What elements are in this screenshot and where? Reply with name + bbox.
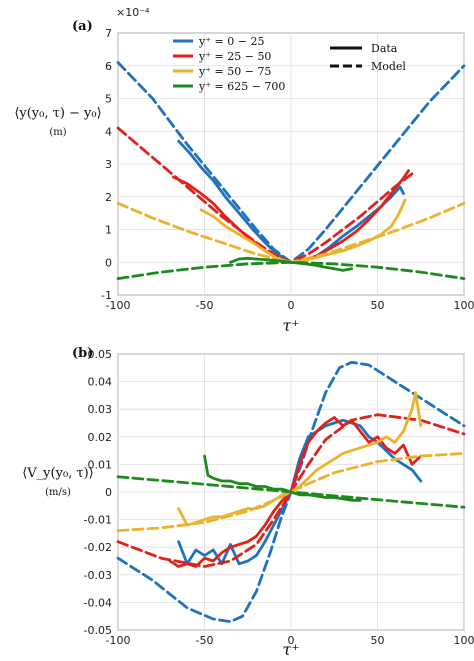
panel-a-yunit: (m) [49, 127, 66, 138]
series-red-data-b [168, 416, 423, 568]
series-green-data-b [203, 454, 362, 502]
x-tick-label-b: 100 [454, 634, 474, 647]
y-tick-label-a: 0 [105, 256, 112, 269]
panel-a: (a) ×10⁻⁴ -100 -50 0 50 100 -1 0 1 2 3 4 5 6 7 ⟨y(y₀,… [14, 6, 474, 335]
panel-b: (b) -100 -50 0 50 100 -0.05 -0.04 -0.03 -0.02 -0.… [22, 346, 474, 659]
y-tick-label-b: -0.05 [84, 624, 112, 637]
panel-b-ylabel: ⟨V_y(y₀, τ)⟩ [22, 466, 94, 481]
y-tick-label-b: -0.02 [84, 541, 112, 554]
panel-a-xlabel: τ⁺ [282, 316, 299, 335]
panel-b-ticks: -100 -50 0 50 100 -0.05 -0.04 -0.03 -0.02 -0.01 0 0… [84, 348, 474, 647]
y-tick-label-b: 0 [105, 486, 112, 499]
y-tick-label-a: 6 [105, 60, 112, 73]
legend-label-yellow: y⁺ = 50 − 75 [198, 65, 271, 78]
panel-a-series [116, 61, 466, 281]
legend: y⁺ = 0 − 25 y⁺ = 25 − 50 y⁺ = 50 − 75 y⁺… [173, 35, 406, 93]
legend-label-model: Model [371, 60, 406, 73]
panel-b-yunit: (m/s) [45, 487, 71, 498]
y-tick-label-b: -0.03 [84, 569, 112, 582]
panel-a-ylabel: ⟨y(y₀, τ) − y₀⟩ [14, 106, 101, 121]
x-tick-label-a: 50 [371, 299, 385, 312]
x-tick-label-a: -50 [196, 299, 214, 312]
legend-label-red: y⁺ = 25 − 50 [198, 50, 271, 63]
y-tick-label-a: 4 [105, 125, 112, 138]
panel-a-exponent: ×10⁻⁴ [116, 6, 150, 19]
y-tick-label-b: 0.03 [88, 403, 113, 416]
y-tick-label-b: 0.05 [88, 348, 113, 361]
y-tick-label-b: 0.02 [88, 431, 113, 444]
y-tick-label-a: 5 [105, 93, 112, 106]
legend-label-blue: y⁺ = 0 − 25 [198, 35, 264, 48]
y-tick-label-a: 7 [105, 27, 112, 40]
legend-label-data: Data [371, 42, 398, 55]
panel-a-ticks: -100 -50 0 50 100 -1 0 1 2 3 4 5 6 7 [101, 27, 474, 312]
series-green-model-b [116, 475, 466, 509]
panel-b-xlabel: τ⁺ [282, 640, 299, 659]
series-yellow-data-b [177, 391, 423, 527]
x-tick-label-b: -50 [196, 634, 214, 647]
y-tick-label-a: -1 [101, 289, 112, 302]
panel-b-series [116, 360, 466, 624]
series-green-model-a [116, 260, 466, 281]
y-tick-label-b: 0.04 [88, 376, 113, 389]
y-tick-label-a: 3 [105, 158, 112, 171]
y-tick-label-b: -0.04 [84, 596, 112, 609]
x-tick-label-b: 50 [371, 634, 385, 647]
x-tick-label-b: 0 [288, 634, 295, 647]
series-blue-data-b [177, 418, 423, 566]
x-tick-label-b: -100 [106, 634, 131, 647]
panel-a-label: (a) [72, 19, 93, 34]
y-tick-label-a: 2 [105, 191, 112, 204]
x-tick-label-a: 0 [288, 299, 295, 312]
panel-a-grid [117, 32, 465, 296]
panel-b-label: (b) [72, 346, 93, 361]
x-tick-label-a: 100 [454, 299, 474, 312]
y-tick-label-b: -0.01 [84, 514, 112, 527]
y-tick-label-a: 1 [105, 224, 112, 237]
x-tick-label-a: -100 [106, 299, 131, 312]
y-tick-label-b: 0.01 [88, 458, 113, 471]
series-red-model-a [116, 126, 414, 264]
legend-label-green: y⁺ = 625 − 700 [198, 80, 285, 93]
